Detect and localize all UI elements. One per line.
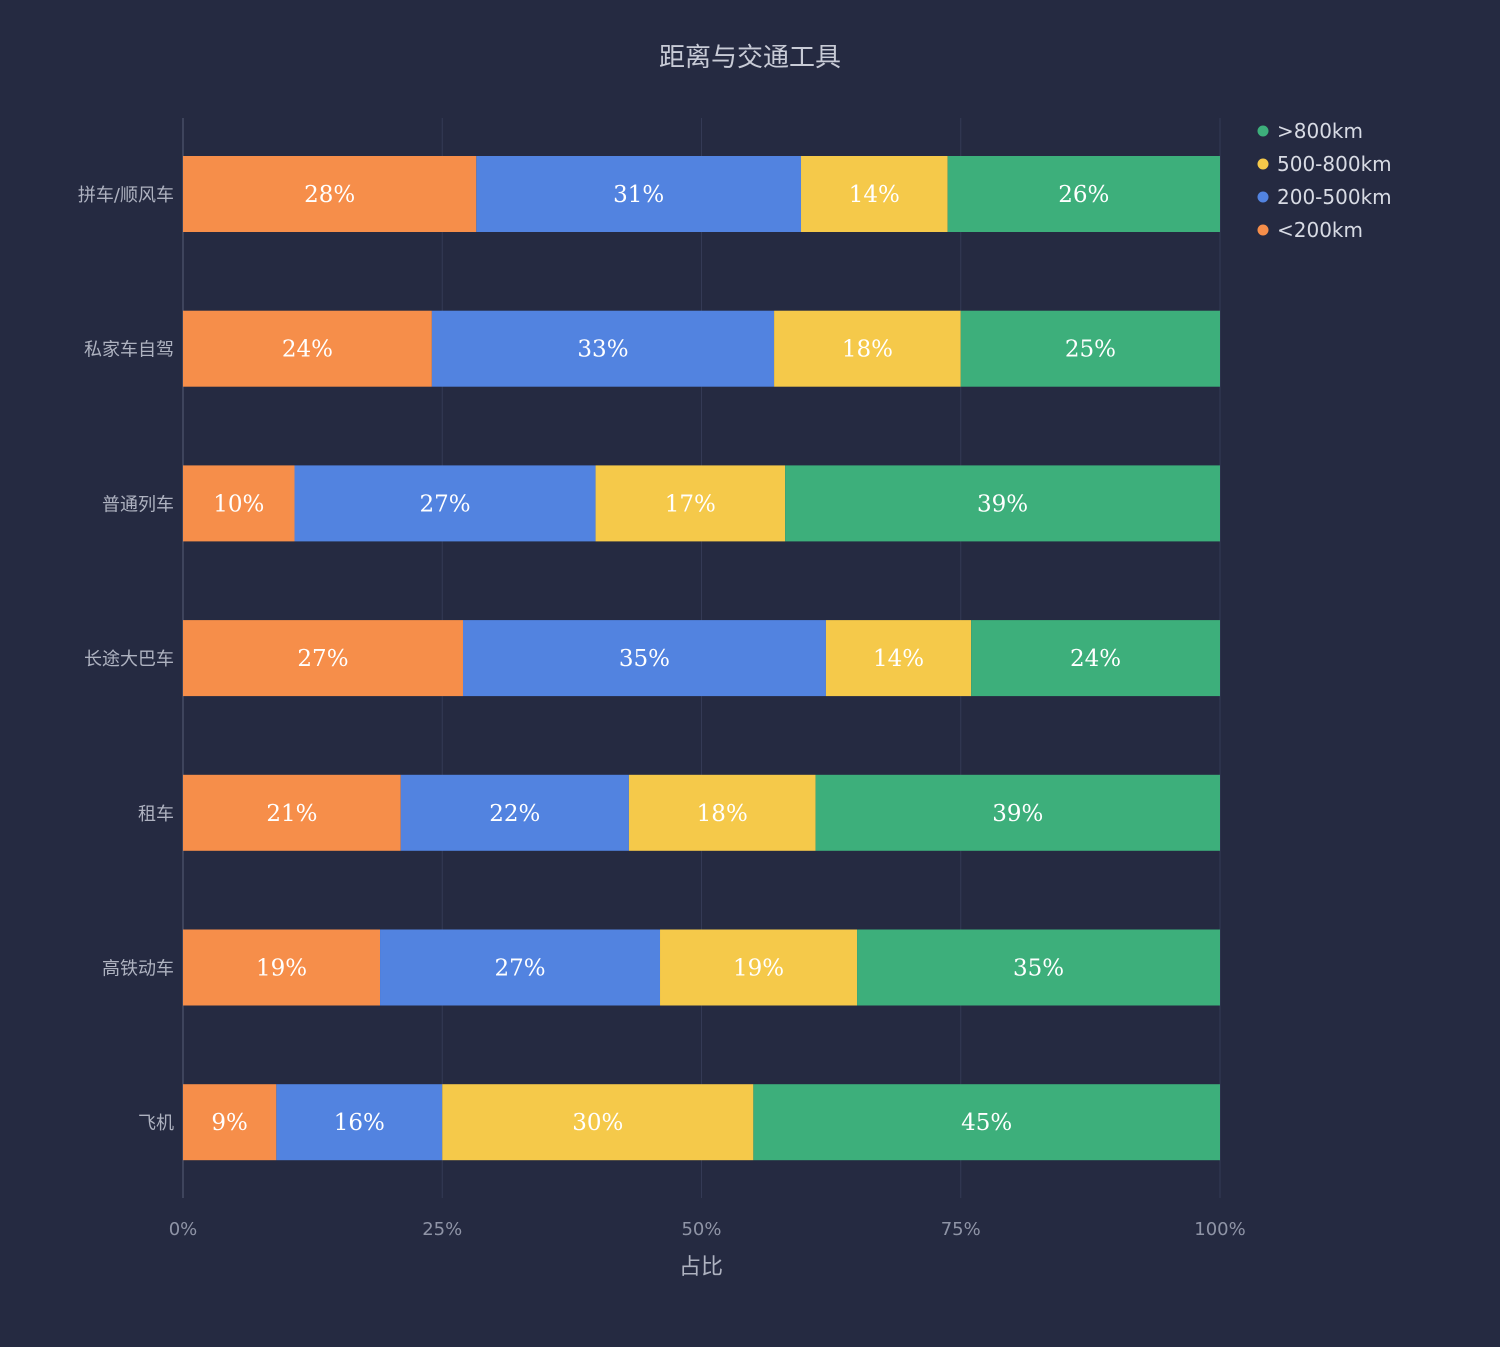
bar-segment	[276, 1084, 443, 1161]
x-tick-label: 25%	[422, 1219, 462, 1240]
legend-label: 500-800km	[1277, 152, 1392, 176]
bar-segment-label: 35%	[619, 646, 670, 672]
legend-label: >800km	[1277, 119, 1363, 143]
category-label: 普通列车	[102, 494, 174, 515]
x-tick-label: 75%	[941, 1219, 981, 1240]
bar-segment	[595, 465, 786, 542]
bar-segment-label: 31%	[613, 182, 664, 208]
x-tick-label: 0%	[169, 1219, 198, 1240]
bar-segment	[442, 1084, 754, 1161]
bar-segment-label: 24%	[1070, 646, 1121, 672]
bar-segment-label: 39%	[977, 491, 1028, 517]
bar-segment	[947, 156, 1220, 232]
category-label: 租车	[138, 804, 174, 825]
bar-segment-label: 25%	[1065, 337, 1116, 363]
bar-segment	[400, 774, 629, 851]
bar-segment	[380, 929, 661, 1006]
bar-segment-label: 26%	[1058, 182, 1109, 208]
bar-segment-label: 18%	[842, 337, 893, 363]
bar-segment-label: 17%	[665, 491, 716, 517]
bar-segment	[183, 156, 477, 232]
bar-segment-label: 27%	[494, 956, 545, 982]
bar-segment	[753, 1084, 1220, 1161]
chart-title: 距离与交通工具	[659, 43, 841, 73]
bar-segment-label: 33%	[577, 337, 628, 363]
bar-segment-label: 21%	[266, 801, 317, 827]
bar-segment-label: 9%	[211, 1110, 248, 1136]
category-label: 拼车/顺风车	[78, 185, 174, 206]
bar-segment-label: 19%	[256, 956, 307, 982]
x-tick-label: 100%	[1194, 1219, 1245, 1240]
bar-segment	[857, 929, 1220, 1006]
bar-segment-label: 10%	[213, 491, 264, 517]
bar-segment	[183, 929, 381, 1006]
bar-segment-label: 30%	[572, 1110, 623, 1136]
bar-segment-label: 14%	[849, 182, 900, 208]
legend-marker	[1257, 158, 1269, 170]
bars: 28% 31% 14% 26% 24% 33% 18% 25% 10% 27% 17% 39% 27% 3…	[183, 156, 1220, 1161]
category-label: 飞机	[138, 1113, 174, 1134]
bar-segment	[971, 620, 1220, 697]
bar-segment-label: 39%	[992, 801, 1043, 827]
x-tick-label: 50%	[681, 1219, 721, 1240]
bar-segment-label: 24%	[282, 337, 333, 363]
bar-segment-label: 14%	[873, 646, 924, 672]
bar-segment	[183, 620, 463, 697]
category-label: 长途大巴车	[84, 649, 174, 670]
category-label: 私家车自驾	[84, 340, 174, 361]
bar-segment	[183, 310, 432, 387]
bar-segment-label: 27%	[419, 491, 470, 517]
bar-segment-label: 22%	[489, 801, 540, 827]
legend-label: 200-500km	[1277, 185, 1392, 209]
legend-marker	[1257, 191, 1269, 203]
bar-segment	[431, 310, 775, 387]
bar-segment-label: 18%	[697, 801, 748, 827]
bar-segment	[183, 774, 401, 851]
bar-segment-label: 28%	[304, 182, 355, 208]
bar-segment-label: 19%	[733, 956, 784, 982]
legend: >800km 500-800km 200-500km <200km	[1257, 119, 1392, 242]
legend-marker	[1257, 125, 1269, 137]
category-label: 高铁动车	[102, 959, 174, 980]
bar-segment	[294, 465, 596, 542]
bar-segment	[801, 156, 948, 232]
bar-segment-label: 45%	[961, 1110, 1012, 1136]
bar-segment	[960, 310, 1220, 387]
bar-segment-label: 35%	[1013, 956, 1064, 982]
bar-segment	[183, 465, 295, 542]
bar-segment	[815, 774, 1220, 851]
bar-segment	[462, 620, 826, 697]
bar-segment	[660, 929, 858, 1006]
x-axis-title: 占比	[679, 1255, 723, 1280]
bar-segment	[183, 1084, 277, 1161]
bar-segment	[476, 156, 802, 232]
bar-segment	[825, 620, 972, 697]
legend-label: <200km	[1277, 218, 1363, 242]
bar-segment	[785, 465, 1220, 542]
x-tick-labels: 0% 25% 50% 75% 100%	[169, 1219, 1246, 1240]
bar-segment	[628, 774, 816, 851]
bar-segment	[774, 310, 961, 387]
bar-segment-label: 16%	[334, 1110, 385, 1136]
bar-segment-label: 27%	[297, 646, 348, 672]
legend-marker	[1257, 224, 1269, 236]
